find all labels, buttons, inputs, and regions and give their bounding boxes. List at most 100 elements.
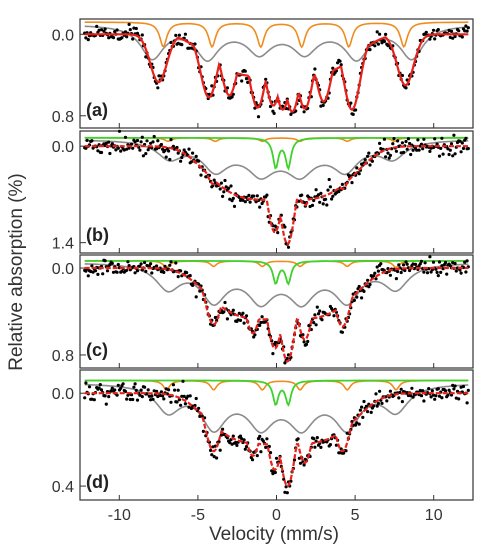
data-point <box>250 458 255 462</box>
data-point <box>156 394 160 399</box>
data-point <box>328 443 332 447</box>
data-point <box>101 272 105 276</box>
data-point <box>374 392 378 396</box>
data-point <box>110 142 114 146</box>
data-point <box>232 204 237 208</box>
data-point <box>443 389 448 393</box>
data-point <box>338 59 342 63</box>
data-point <box>461 146 466 150</box>
data-point <box>404 86 408 90</box>
data-point <box>140 135 144 139</box>
data-point <box>152 134 156 139</box>
data-point <box>357 422 361 426</box>
data-point <box>464 270 468 274</box>
data-point <box>312 437 316 441</box>
data-point <box>164 155 168 159</box>
data-point <box>139 262 143 266</box>
data-point <box>344 449 348 453</box>
data-point <box>236 318 240 322</box>
data-point <box>104 141 108 145</box>
data-point <box>373 44 377 48</box>
data-point <box>459 150 463 154</box>
data-point <box>135 269 140 273</box>
data-point <box>336 61 340 65</box>
data-point <box>421 389 425 393</box>
data-point <box>431 260 436 264</box>
data-point <box>428 37 432 41</box>
data-point <box>90 397 94 401</box>
data-point <box>159 142 163 147</box>
data-point <box>321 103 325 107</box>
data-point <box>330 197 334 201</box>
data-point <box>85 138 89 142</box>
data-point <box>422 270 426 274</box>
y-tick-label: 0.0 <box>52 261 74 278</box>
data-point <box>96 149 100 153</box>
data-point <box>447 28 451 33</box>
data-point <box>222 190 226 194</box>
data-point <box>314 439 318 443</box>
data-point <box>319 445 323 449</box>
data-point <box>352 298 356 302</box>
data-point <box>129 142 134 146</box>
data-point <box>315 436 319 440</box>
data-point <box>149 398 153 402</box>
data-point <box>310 203 315 207</box>
data-point <box>97 28 101 32</box>
data-point <box>436 274 440 278</box>
data-point <box>120 36 124 40</box>
data-point <box>180 155 184 160</box>
data-point <box>92 398 96 402</box>
data-point <box>449 29 454 33</box>
data-point <box>187 405 191 409</box>
data-point <box>439 270 443 274</box>
data-point <box>374 277 378 281</box>
data-point <box>238 198 243 202</box>
data-point <box>312 198 316 203</box>
data-point <box>384 32 388 37</box>
data-point <box>375 404 379 408</box>
data-point <box>252 194 256 198</box>
data-point <box>416 138 420 142</box>
data-point <box>197 159 201 163</box>
data-point <box>223 300 227 305</box>
data-point <box>210 84 214 88</box>
data-point <box>421 147 425 151</box>
data-point <box>283 490 287 494</box>
data-point <box>265 193 269 197</box>
data-point <box>431 28 436 32</box>
data-point <box>396 139 400 143</box>
data-point <box>258 205 262 209</box>
data-point <box>134 26 138 31</box>
data-point <box>463 260 467 264</box>
data-point <box>123 30 128 34</box>
data-point <box>396 269 400 274</box>
data-point <box>84 146 88 150</box>
data-point <box>131 397 135 402</box>
data-point <box>306 339 310 344</box>
data-point <box>224 185 228 189</box>
data-point <box>227 186 231 190</box>
data-point <box>451 154 455 158</box>
data-point <box>274 456 279 460</box>
data-point <box>98 383 102 387</box>
data-point <box>183 402 187 406</box>
data-point <box>212 178 216 182</box>
panel-frame <box>79 254 474 369</box>
data-point <box>308 204 312 209</box>
data-point <box>423 261 427 265</box>
data-point <box>418 262 422 266</box>
data-point <box>146 388 150 392</box>
data-point <box>376 42 380 46</box>
panel-label: (a) <box>86 100 108 120</box>
data-point <box>107 140 111 144</box>
data-point <box>235 443 239 447</box>
data-point <box>181 379 185 383</box>
data-point <box>459 271 463 275</box>
data-point <box>188 394 192 398</box>
data-point <box>375 30 379 34</box>
data-point <box>198 414 202 418</box>
data-point <box>372 274 376 278</box>
data-point <box>132 26 136 30</box>
data-point <box>103 394 107 398</box>
